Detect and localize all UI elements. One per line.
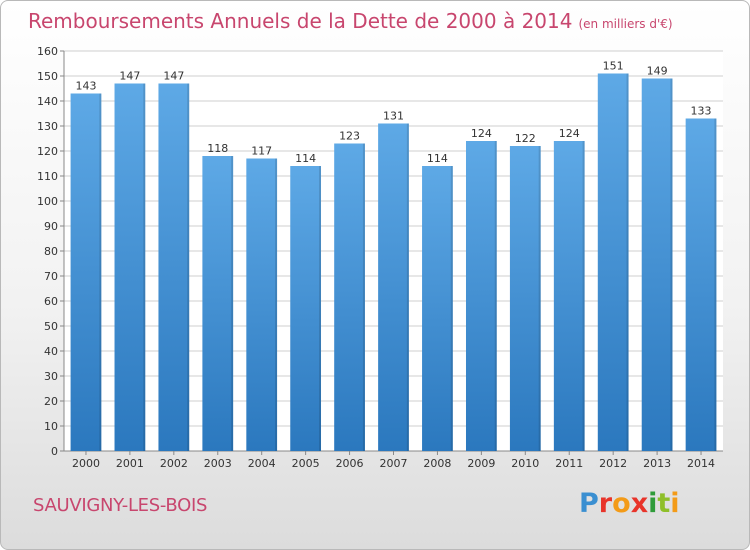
y-tick-label: 160: [37, 45, 58, 58]
x-tick-label: 2011: [555, 457, 583, 470]
bar-edge: [450, 166, 453, 451]
data-label: 122: [515, 132, 536, 145]
commune-name: SAUVIGNY-LES-BOIS: [33, 495, 208, 516]
data-label: 133: [691, 105, 712, 118]
bar: [334, 143, 365, 451]
data-label: 114: [295, 152, 316, 165]
x-tick-label: 2006: [336, 457, 364, 470]
bar-edge: [670, 78, 673, 451]
y-tick-label: 110: [37, 170, 58, 183]
y-tick-label: 40: [44, 345, 58, 358]
x-tick-label: 2005: [292, 457, 320, 470]
bar: [465, 141, 497, 451]
x-tick-label: 2004: [248, 457, 276, 470]
bar: [509, 146, 541, 451]
chart-title: Remboursements Annuels de la Dette de 20…: [28, 9, 673, 33]
bar-edge: [187, 83, 190, 451]
bars: [70, 73, 717, 451]
y-tick-label: 30: [44, 370, 58, 383]
y-tick-label: 130: [37, 120, 58, 133]
bar: [422, 166, 453, 451]
y-tick-label: 120: [37, 145, 58, 158]
x-tick-label: 2014: [687, 457, 715, 470]
y-tick-label: 70: [44, 270, 58, 283]
bar-edge: [714, 118, 717, 451]
data-label: 143: [75, 80, 96, 93]
bar: [378, 123, 409, 451]
bar-edge: [319, 166, 322, 451]
bar-edge: [494, 141, 497, 451]
bar: [158, 83, 190, 451]
bar: [70, 93, 102, 451]
data-label: 131: [383, 110, 404, 123]
x-tick-label: 2002: [160, 457, 188, 470]
bar: [246, 158, 278, 451]
bar-edge: [582, 141, 585, 451]
bar: [114, 83, 146, 451]
bar-edge: [406, 123, 409, 451]
data-label: 151: [603, 60, 624, 73]
y-tick-label: 10: [44, 420, 58, 433]
y-tick-label: 0: [51, 445, 58, 458]
bar-edge: [538, 146, 541, 451]
x-tick-labels: 2000 2001 2002 2003 2004 2005 2006 2007 2008 2009…: [72, 457, 715, 470]
data-label: 118: [207, 142, 228, 155]
data-label: 124: [559, 127, 580, 140]
bar-edge: [626, 73, 629, 451]
proxiti-logo: Proxiti: [579, 488, 680, 519]
bar-edge: [99, 93, 102, 451]
bar-edge: [231, 156, 234, 451]
x-tick-label: 2013: [643, 457, 671, 470]
y-tick-label: 100: [37, 195, 58, 208]
x-tick-label: 2003: [204, 457, 232, 470]
data-label: 147: [163, 70, 184, 83]
x-tick-label: 2000: [72, 457, 100, 470]
y-tick-labels: 0 10 20 30 40 50 60 70 80 90 100 110 120 130 140 150 160: [37, 45, 58, 458]
bar: [553, 141, 585, 451]
bar: [641, 78, 673, 451]
y-tick-label: 140: [37, 95, 58, 108]
data-label: 117: [251, 145, 272, 158]
data-label: 149: [647, 65, 668, 78]
bar-edge: [275, 158, 278, 451]
bar: [290, 166, 322, 451]
y-tick-label: 60: [44, 295, 58, 308]
data-label: 123: [339, 130, 360, 143]
data-labels: 143 147 147 118 117 114 123 131 114 124 122 124 151 1…: [75, 60, 711, 166]
y-tick-label: 90: [44, 220, 58, 233]
bar: [202, 156, 234, 451]
y-tick-label: 80: [44, 245, 58, 258]
x-tick-label: 2007: [380, 457, 408, 470]
y-tick-label: 50: [44, 320, 58, 333]
y-tick-label: 20: [44, 395, 58, 408]
data-label: 114: [427, 152, 448, 165]
bar-edge: [362, 143, 365, 451]
title-unit: (en milliers d'€): [578, 17, 673, 31]
x-tick-label: 2009: [467, 457, 495, 470]
bar: [685, 118, 717, 451]
x-tick-label: 2001: [116, 457, 144, 470]
y-tick-label: 150: [37, 70, 58, 83]
bar: [597, 73, 629, 451]
data-label: 147: [119, 70, 140, 83]
x-tick-label: 2012: [599, 457, 627, 470]
data-label: 124: [471, 127, 492, 140]
x-tick-label: 2008: [423, 457, 451, 470]
bar-edge: [143, 83, 146, 451]
title-main: Remboursements Annuels de la Dette de 20…: [28, 9, 573, 33]
x-tick-label: 2010: [511, 457, 539, 470]
